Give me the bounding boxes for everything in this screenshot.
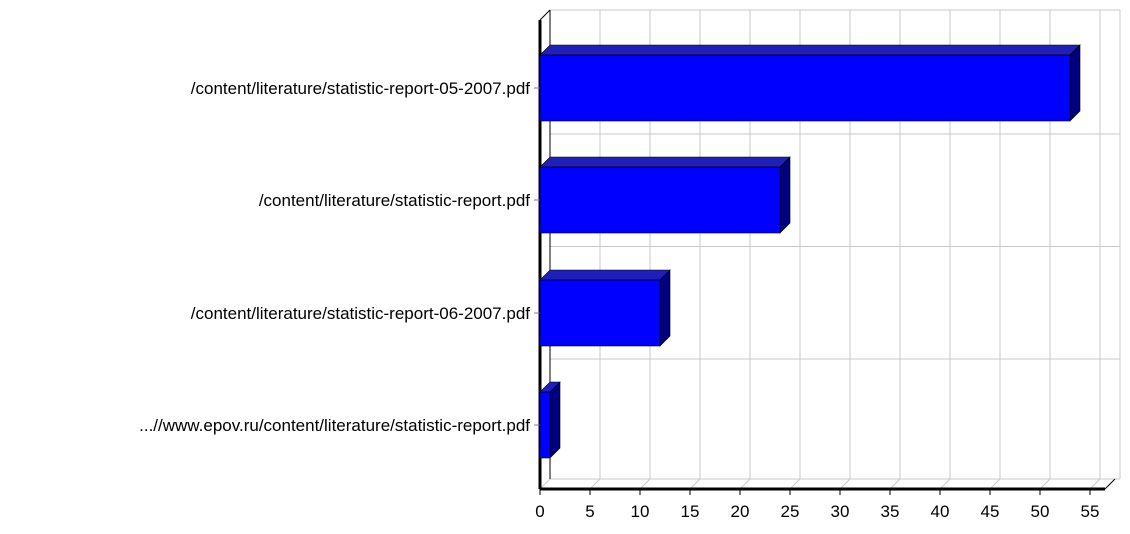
x-tick-label: 20 <box>731 502 750 521</box>
bar <box>539 381 561 459</box>
x-tick-label: 10 <box>631 502 650 521</box>
bar-front-face <box>539 279 661 347</box>
bar-side-face <box>659 269 671 347</box>
x-tick-label: 40 <box>931 502 950 521</box>
category-label: /content/literature/statistic-report-05-… <box>191 79 531 98</box>
category-label: ...//www.epov.ru/content/literature/stat… <box>139 416 530 435</box>
bar-side-face <box>549 381 561 459</box>
floor-gridline <box>589 478 601 490</box>
x-axis-depth-edge <box>1104 478 1116 490</box>
category-label: /content/literature/statistic-report-06-… <box>191 304 531 323</box>
x-tick-label: 55 <box>1081 502 1100 521</box>
floor-gridline <box>1039 478 1051 490</box>
bar-side-face <box>1069 44 1081 122</box>
bar <box>539 44 1081 122</box>
bar-front-face <box>539 166 781 234</box>
label-layer: 0 5 10 15 20 25 30 35 40 45 50 55/content/literatur… <box>139 79 1099 521</box>
floor-gridline <box>639 478 651 490</box>
bar-front-face <box>539 391 551 459</box>
bar-front-face <box>539 54 1071 122</box>
x-tick-label: 15 <box>681 502 700 521</box>
category-label: /content/literature/statistic-report.pdf <box>259 191 530 210</box>
floor-gridline <box>889 478 901 490</box>
floor-gridline <box>989 478 1001 490</box>
bar-top-face <box>539 156 791 168</box>
left-wall-top-edge <box>539 9 551 21</box>
x-tick-label: 30 <box>831 502 850 521</box>
x-tick-label: 5 <box>585 502 594 521</box>
floor-gridline <box>539 478 551 490</box>
bar-top-face <box>539 44 1081 56</box>
bar <box>539 269 671 347</box>
floor-gridline <box>839 478 851 490</box>
x-tick-label: 35 <box>881 502 900 521</box>
floor-gridline <box>739 478 751 490</box>
bar-top-face <box>539 269 671 281</box>
bar-side-face <box>779 156 791 234</box>
floor-gridline <box>939 478 951 490</box>
floor-gridline <box>789 478 801 490</box>
x-tick-label: 25 <box>781 502 800 521</box>
bar-layer <box>539 44 1081 459</box>
floor-gridline <box>689 478 701 490</box>
x-tick-label: 50 <box>1031 502 1050 521</box>
x-tick-label: 45 <box>981 502 1000 521</box>
bar <box>539 156 791 234</box>
floor-gridline <box>1089 478 1101 490</box>
x-tick-label: 0 <box>535 502 544 521</box>
